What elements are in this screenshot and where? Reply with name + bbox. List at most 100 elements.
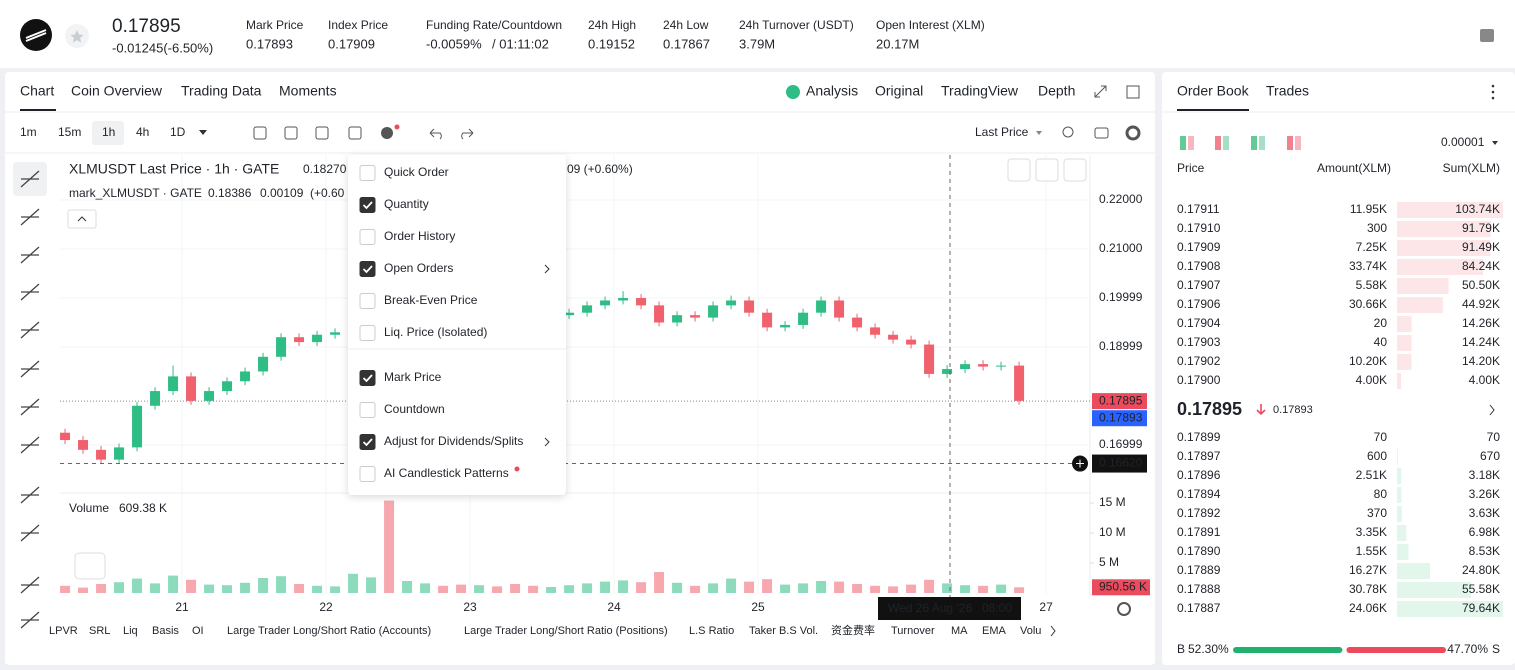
chart-tab[interactable]: Chart — [20, 83, 54, 99]
window-icon[interactable] — [1126, 85, 1140, 99]
book-price[interactable]: 0.17897 — [1177, 449, 1221, 463]
indicator[interactable]: Taker B.S Vol. — [749, 625, 818, 637]
search-icon[interactable] — [1062, 126, 1074, 138]
indicator[interactable]: 资金费率 — [831, 623, 875, 637]
indicator[interactable]: Large Trader Long/Short Ratio (Positions… — [464, 625, 668, 637]
menu-item[interactable]: AI Candlestick Patterns — [384, 466, 509, 480]
toolbar-icon[interactable] — [315, 126, 329, 140]
indicator[interactable]: Large Trader Long/Short Ratio (Accounts) — [227, 625, 431, 637]
indicator[interactable]: LPVR — [49, 625, 78, 637]
drawing-tool[interactable] — [20, 208, 40, 226]
book-price[interactable]: 0.17892 — [1177, 506, 1221, 520]
pane-button[interactable] — [1063, 158, 1087, 182]
drawing-tool[interactable] — [20, 283, 40, 301]
checkbox[interactable] — [359, 165, 376, 181]
redo-icon[interactable] — [461, 128, 474, 140]
book-price[interactable]: 0.17890 — [1177, 544, 1221, 558]
indicator[interactable]: EMA — [982, 625, 1007, 637]
dropdown-arrow[interactable] — [199, 130, 207, 135]
menu-item[interactable]: Mark Price — [384, 370, 442, 384]
book-layout[interactable] — [1215, 136, 1221, 150]
indicator[interactable]: L.S Ratio — [689, 625, 734, 637]
book-price[interactable]: 0.17909 — [1177, 240, 1221, 254]
pane-button[interactable] — [1035, 158, 1059, 182]
toolbar-icon[interactable] — [348, 126, 362, 140]
book-price[interactable]: 0.17891 — [1177, 525, 1221, 539]
book-tab[interactable]: Trades — [1266, 83, 1309, 99]
toolbar-icon[interactable] — [284, 126, 298, 140]
menu-item[interactable]: Countdown — [384, 402, 445, 416]
camera-icon[interactable] — [1094, 127, 1109, 139]
indicator[interactable]: Volu — [1020, 625, 1041, 637]
book-price[interactable]: 0.17900 — [1177, 373, 1221, 387]
book-price[interactable]: 0.17906 — [1177, 297, 1221, 311]
chart-tab[interactable]: Moments — [279, 83, 337, 99]
interval[interactable]: 1h — [102, 125, 115, 139]
checkbox[interactable] — [359, 261, 376, 277]
view-tab[interactable]: TradingView — [941, 83, 1019, 99]
drawing-tool[interactable] — [20, 170, 40, 188]
menu-item[interactable]: Liq. Price (Isolated) — [384, 325, 487, 339]
fullscreen-icon[interactable] — [1094, 85, 1107, 98]
book-price[interactable]: 0.17904 — [1177, 316, 1221, 330]
menu-item[interactable]: Order History — [384, 229, 455, 243]
menu-item[interactable]: Open Orders — [384, 261, 453, 275]
indicator[interactable]: OI — [192, 625, 204, 637]
view-tab[interactable]: Original — [875, 83, 923, 99]
drawing-tool[interactable] — [20, 436, 40, 454]
book-price[interactable]: 0.17894 — [1177, 487, 1221, 501]
drawing-tool[interactable] — [20, 360, 40, 378]
indicator[interactable]: Basis — [152, 625, 179, 637]
book-price[interactable]: 0.17911 — [1177, 202, 1220, 216]
interval[interactable]: 1D — [170, 125, 186, 139]
book-layout[interactable] — [1180, 136, 1186, 150]
checkbox[interactable] — [359, 325, 376, 341]
menu-item[interactable]: Adjust for Dividends/Splits — [384, 434, 523, 448]
book-price[interactable]: 0.17903 — [1177, 335, 1221, 349]
chevron-right[interactable] — [1489, 404, 1495, 416]
undo-icon[interactable] — [429, 128, 442, 140]
price-source[interactable]: Last Price — [975, 125, 1029, 139]
book-layout[interactable] — [1287, 136, 1293, 150]
checkbox[interactable] — [359, 434, 376, 450]
book-tab[interactable]: Order Book — [1177, 83, 1250, 99]
chart-settings[interactable] — [1117, 602, 1131, 616]
indicator[interactable]: SRL — [89, 625, 110, 637]
toolbar-icon[interactable] — [381, 127, 393, 139]
collapse-legend[interactable] — [67, 209, 97, 229]
drawing-tool[interactable] — [20, 486, 40, 504]
drawing-tool[interactable] — [20, 398, 40, 416]
chart-tab[interactable]: Coin Overview — [71, 83, 163, 99]
checkbox[interactable] — [359, 229, 376, 245]
menu-item[interactable]: Quantity — [384, 197, 429, 211]
indicator[interactable]: Liq — [123, 625, 138, 637]
book-price[interactable]: 0.17910 — [1177, 221, 1221, 235]
checkbox[interactable] — [359, 293, 376, 309]
checkbox[interactable] — [359, 402, 376, 418]
checkbox[interactable] — [359, 197, 376, 213]
book-price[interactable]: 0.17907 — [1177, 278, 1221, 292]
book-price[interactable]: 0.17896 — [1177, 468, 1221, 482]
checkbox[interactable] — [359, 370, 376, 386]
chart-tab[interactable]: Trading Data — [181, 83, 262, 99]
chevron-right[interactable] — [1050, 625, 1056, 637]
indicator[interactable]: MA — [951, 625, 968, 637]
book-price[interactable]: 0.17889 — [1177, 563, 1221, 577]
drawing-tool[interactable] — [20, 321, 40, 339]
drawing-tool[interactable] — [20, 246, 40, 264]
interval[interactable]: 4h — [136, 125, 149, 139]
book-price[interactable]: 0.17899 — [1177, 430, 1221, 444]
drawing-tool[interactable] — [20, 611, 40, 629]
precision[interactable]: 0.00001 — [1441, 135, 1485, 149]
pane-button[interactable] — [1007, 158, 1031, 182]
indicator[interactable]: Turnover — [891, 625, 935, 637]
book-price[interactable]: 0.17908 — [1177, 259, 1221, 273]
book-price[interactable]: 0.17902 — [1177, 354, 1221, 368]
interval[interactable]: 1m — [20, 125, 37, 139]
view-tab[interactable]: Depth — [1038, 83, 1075, 99]
drawing-tool[interactable] — [20, 524, 40, 542]
book-layout[interactable] — [1251, 136, 1257, 150]
toolbar-icon[interactable] — [253, 126, 267, 140]
checkbox[interactable] — [359, 466, 376, 482]
book-price[interactable]: 0.17887 — [1177, 601, 1221, 615]
